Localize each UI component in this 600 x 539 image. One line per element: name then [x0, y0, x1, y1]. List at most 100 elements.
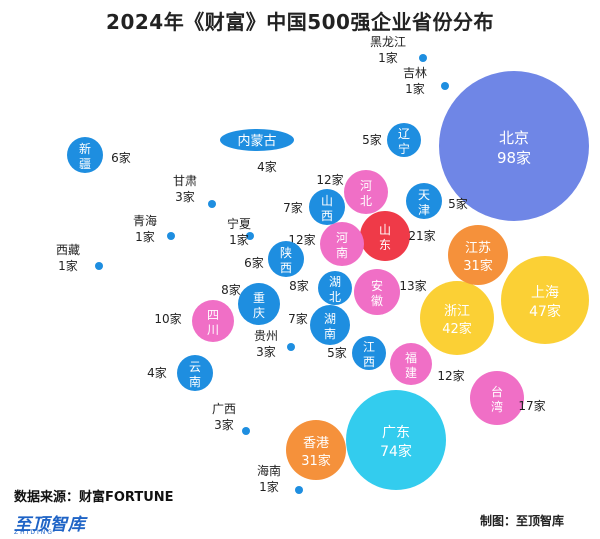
bubble-西藏 — [95, 262, 103, 270]
bubble-台湾 — [470, 371, 524, 425]
bubble-label: 山西 — [321, 194, 333, 223]
bubble-湖北 — [318, 271, 352, 305]
bubble-label: 甘肃 — [173, 174, 197, 188]
bubble-label: 宁夏 — [227, 216, 251, 231]
bubble-label: 广西 — [212, 402, 236, 416]
bubble-香港 — [286, 420, 346, 480]
bubble-value-label: 1家 — [405, 81, 425, 96]
bubble-label: 江西 — [363, 340, 375, 369]
bubble-广东 — [346, 390, 446, 490]
bubble-福建 — [390, 343, 432, 385]
bubble-value-label: 1家 — [259, 479, 279, 494]
bubble-label: 重庆 — [253, 291, 265, 320]
bubble-label: 贵州 — [254, 329, 278, 343]
bubble-江西 — [352, 336, 386, 370]
bubble-海南 — [295, 486, 303, 494]
bubble-内蒙古 — [220, 129, 294, 151]
bubble-label: 湖南 — [324, 311, 336, 341]
bubble-广西 — [242, 427, 250, 435]
bubble-value-label: 6家 — [111, 150, 131, 165]
bubble-value-label: 31家 — [301, 453, 331, 469]
bubble-湖南 — [310, 305, 350, 345]
bubble-安徽 — [354, 269, 400, 315]
bubble-value-label: 17家 — [518, 398, 545, 413]
bubble-value-label: 12家 — [437, 368, 464, 383]
bubble-label: 天津 — [418, 188, 430, 217]
bubble-陕西 — [268, 241, 304, 277]
bubble-value-label: 3家 — [175, 189, 195, 204]
chart-title: 2024年《财富》中国500强企业省份分布 — [106, 10, 494, 34]
bubble-label: 福建 — [405, 350, 417, 380]
brand-logo-subtext: ZHIDING — [14, 529, 54, 536]
bubble-label: 上海 — [531, 285, 559, 301]
bubble-label: 内蒙古 — [237, 133, 276, 149]
bubble-value-label: 8家 — [289, 278, 309, 293]
bubble-label: 辽宁 — [398, 127, 410, 156]
bubble-value-label: 74家 — [380, 443, 412, 460]
bubble-value-label: 12家 — [316, 172, 343, 187]
bubble-value-label: 47家 — [529, 303, 561, 320]
bubble-label: 河北 — [360, 179, 372, 208]
bubble-value-label: 5家 — [362, 132, 382, 147]
bubble-label: 陕西 — [280, 245, 292, 275]
bubble-value-label: 10家 — [154, 311, 181, 326]
bubble-label: 湖北 — [329, 274, 341, 304]
bubble-天津 — [406, 183, 442, 219]
bubble-label: 浙江 — [444, 304, 470, 319]
bubble-label: 黑龙江 — [370, 35, 406, 49]
bubble-value-label: 1家 — [58, 258, 78, 273]
bubble-label: 安徽 — [371, 278, 383, 308]
bubble-label: 广东 — [382, 425, 410, 441]
bubble-value-label: 8家 — [221, 282, 241, 297]
bubble-浙江 — [420, 281, 494, 355]
bubble-辽宁 — [387, 123, 421, 157]
bubble-value-label: 4家 — [257, 159, 277, 174]
bubble-北京 — [439, 71, 589, 221]
bubble-value-label: 3家 — [256, 344, 276, 359]
brand-logo: 至顶智库 — [14, 515, 86, 535]
bubble-label: 山东 — [379, 223, 391, 252]
bubble-云南 — [177, 355, 213, 391]
bubble-value-label: 13家 — [399, 278, 426, 293]
bubble-label: 青海 — [133, 213, 157, 228]
bubble-value-label: 98家 — [497, 149, 531, 167]
bubble-河北 — [344, 170, 388, 214]
bubble-label: 香港 — [303, 436, 329, 451]
bubble-黑龙江 — [419, 54, 427, 62]
bubble-宁夏 — [246, 232, 254, 240]
bubble-新疆 — [67, 137, 103, 173]
bubble-value-label: 4家 — [147, 365, 167, 380]
bubble-贵州 — [287, 343, 295, 351]
bubble-label: 四川 — [207, 308, 219, 337]
bubble-value-label: 7家 — [283, 200, 303, 215]
bubble-甘肃 — [208, 200, 216, 208]
bubble-label: 吉林 — [403, 66, 427, 80]
bubble-value-label: 7家 — [288, 311, 308, 326]
chart-credit: 制图：至顶智库 — [480, 514, 565, 528]
bubble-重庆 — [238, 283, 280, 325]
bubble-河南 — [320, 222, 364, 266]
bubble-label: 云南 — [189, 360, 201, 389]
bubble-value-label: 1家 — [229, 232, 249, 247]
bubble-label: 北京 — [499, 129, 529, 147]
bubble-上海 — [501, 256, 589, 344]
bubble-label: 海南 — [257, 463, 281, 478]
bubble-青海 — [167, 232, 175, 240]
bubble-value-label: 5家 — [327, 345, 347, 360]
bubble-四川 — [192, 300, 234, 342]
bubble-山东 — [360, 211, 410, 261]
bubble-江苏 — [448, 225, 508, 285]
bubble-value-label: 3家 — [214, 417, 234, 432]
bubble-value-label: 42家 — [442, 321, 472, 337]
bubble-value-label: 31家 — [463, 258, 493, 274]
bubble-value-label: 21家 — [408, 228, 435, 243]
bubble-山西 — [309, 189, 345, 225]
bubble-label: 新疆 — [79, 141, 91, 171]
bubble-value-label: 6家 — [244, 255, 264, 270]
data-source: 数据来源：财富FORTUNE — [14, 490, 174, 505]
bubble-label: 台湾 — [491, 384, 503, 414]
bubble-value-label: 5家 — [448, 196, 468, 211]
bubble-label: 江苏 — [465, 240, 491, 256]
bubble-value-label: 1家 — [135, 229, 155, 244]
